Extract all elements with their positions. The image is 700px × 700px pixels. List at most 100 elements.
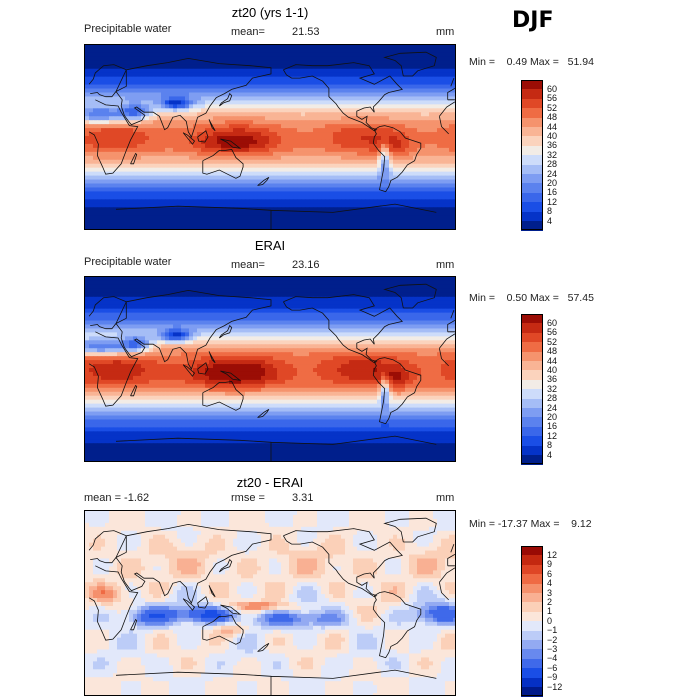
panel-1-colorbar-swatch <box>521 202 543 212</box>
panel-1-map-cell <box>345 171 350 176</box>
panel-1-map-cell <box>309 219 314 224</box>
panel-1-map-cell <box>233 167 238 173</box>
panel-1-map-cell <box>133 48 138 54</box>
panel-1-map-cell <box>401 167 406 173</box>
panel-1-map-cell <box>301 147 306 153</box>
panel-1-map-cell <box>309 112 314 117</box>
panel-2-map-cell <box>233 292 238 298</box>
panel-1-map-cell <box>205 147 210 153</box>
panel-2-map-cell <box>121 280 126 286</box>
panel-1-map-cell <box>193 191 198 196</box>
panel-1-map-cell <box>321 136 326 141</box>
panel-1-map-cell <box>141 167 146 173</box>
panel-1-map-cell <box>429 159 434 165</box>
panel-1-map-cell <box>117 76 122 82</box>
panel-1-map-cell <box>253 68 258 74</box>
panel-2-map-cell <box>301 284 306 290</box>
panel-1-map-cell <box>449 219 454 224</box>
panel-1-map-cell <box>85 163 90 169</box>
panel-2-map-cell <box>333 288 338 294</box>
panel-1-map-cell <box>265 143 270 149</box>
panel-1-map-cell <box>273 68 278 74</box>
panel-1-map-cell <box>313 120 318 125</box>
panel-1-map-cell <box>445 68 450 74</box>
panel-2-map-cell <box>213 277 218 282</box>
panel-2-map-cell <box>409 292 414 298</box>
panel-1-map-cell <box>321 215 326 220</box>
panel-1-map-cell <box>409 92 414 97</box>
panel-1-map-cell <box>133 195 138 200</box>
panel-2-map-cell <box>241 277 246 282</box>
panel-2-map-cell <box>413 280 418 286</box>
panel-2-map-cell <box>217 292 222 298</box>
panel-1-map-cell <box>245 48 250 54</box>
panel-1-map-cell <box>193 68 198 74</box>
panel-1-map-cell <box>209 100 214 105</box>
panel-1-map-cell <box>357 223 362 228</box>
panel-1-map-cell <box>333 151 338 157</box>
panel-1-map-cell <box>89 143 94 149</box>
panel-1-map-cell <box>401 52 406 58</box>
panel-1-map-cell <box>233 132 238 137</box>
panel-1-map-cell <box>309 132 314 137</box>
panel-1-map-cell <box>185 96 190 101</box>
panel-2-map-cell <box>165 284 170 290</box>
panel-1-map-cell <box>101 92 106 97</box>
panel-1-map-cell <box>381 64 386 70</box>
panel-1-map-cell <box>333 219 338 224</box>
panel-1-map-cell <box>409 45 414 50</box>
panel-1-map-cell <box>257 76 262 82</box>
panel-2-map-cell <box>177 296 182 302</box>
panel-1-map-cell <box>89 215 94 220</box>
panel-1-map-cell <box>113 159 118 165</box>
panel-1-map-cell <box>117 223 122 228</box>
panel-1-map-cell <box>333 96 338 101</box>
panel-1-map-cell <box>185 108 190 113</box>
panel-1-map-cell <box>93 72 98 78</box>
panel-1-map-cell <box>317 139 322 145</box>
panel-1-map-cell <box>401 68 406 74</box>
panel-1-map-cell <box>161 159 166 165</box>
panel-1-map-cell <box>433 175 438 180</box>
panel-1-map-cell <box>405 124 410 129</box>
panel-1-map-cell <box>285 84 290 89</box>
panel-1-map-cell <box>405 183 410 188</box>
panel-1-map-cell <box>385 167 390 173</box>
panel-1-map-cell <box>365 76 370 82</box>
panel-1-map-cell <box>209 96 214 101</box>
panel-1-map-cell <box>357 143 362 149</box>
panel-2-map-cell <box>137 284 142 290</box>
panel-1-map-cell <box>397 151 402 157</box>
panel-1-map-cell <box>437 48 442 54</box>
panel-1-map-cell <box>305 48 310 54</box>
panel-1-map-cell <box>377 215 382 220</box>
panel-1-map-cell <box>293 219 298 224</box>
panel-1-map-cell <box>265 227 270 229</box>
panel-1-map-cell <box>233 56 238 62</box>
panel-1-map-cell <box>109 203 114 208</box>
panel-1-map-cell <box>225 52 230 58</box>
panel-1-map-cell <box>409 159 414 165</box>
panel-1-colorbar-swatch <box>521 221 543 231</box>
panel-1-map-cell <box>369 60 374 66</box>
panel-1-map-cell <box>93 187 98 192</box>
panel-1-map-cell <box>105 52 110 58</box>
panel-1-map-cell <box>437 124 442 129</box>
panel-1-map-cell <box>133 183 138 188</box>
panel-1-map-cell <box>121 191 126 196</box>
panel-2-map-cell <box>285 284 290 290</box>
panel-1-map-cell <box>205 167 210 173</box>
panel-1-map-cell <box>357 215 362 220</box>
panel-1-map-cell <box>441 60 446 66</box>
panel-1-map-cell <box>313 112 318 117</box>
panel-1-map-cell <box>205 183 210 188</box>
panel-1-map-cell <box>453 56 455 62</box>
panel-1-map-cell <box>113 52 118 58</box>
panel-2-map-cell <box>309 288 314 294</box>
panel-1-map-cell <box>197 167 202 173</box>
panel-1-map-cell <box>353 171 358 176</box>
panel-1-map-cell <box>409 56 414 62</box>
panel-1-map-cell <box>413 199 418 204</box>
panel-1-map-cell <box>285 139 290 145</box>
panel-1-map-cell <box>173 203 178 208</box>
